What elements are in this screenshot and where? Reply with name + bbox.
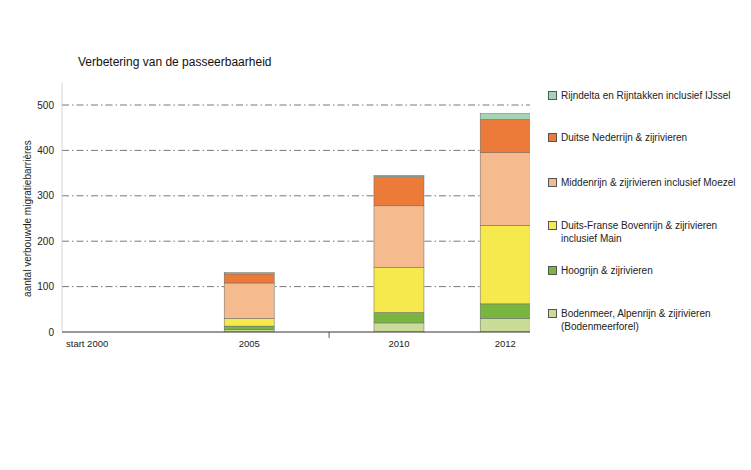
grid-line xyxy=(62,150,530,151)
bar-segment xyxy=(374,312,424,322)
legend-item: Rijndelta en Rijntakken inclusief IJssel xyxy=(548,89,748,102)
legend-item: Duitse Nederrijn & zijrivieren xyxy=(548,131,748,144)
x-tick-label: 2010 xyxy=(388,338,409,349)
y-tick-label: 300 xyxy=(37,190,54,201)
legend-item: Middenrijn & zijrivieren inclusief Moeze… xyxy=(548,176,748,189)
bar-segment xyxy=(374,323,424,332)
bar-segment xyxy=(224,318,274,326)
legend-item: Hoogrijn & zijrivieren xyxy=(548,264,748,277)
x-tick-label: 2012 xyxy=(495,338,516,349)
bar-segment xyxy=(374,268,424,313)
bar-segment xyxy=(480,225,530,304)
bar-segment xyxy=(224,274,274,283)
bar-segment xyxy=(480,304,530,319)
chart-container: Verbetering van de passeerbaarheid aantal… xyxy=(0,0,751,470)
bar-segment xyxy=(374,206,424,268)
bar-segment xyxy=(480,120,530,153)
bar-segment xyxy=(374,175,424,176)
y-tick-label: 200 xyxy=(37,236,54,247)
chart-svg: Verbetering van de passeerbaarheid aantal… xyxy=(0,0,751,470)
legend-label: Hoogrijn & zijrivieren xyxy=(561,264,748,277)
legend-label: Rijndelta en Rijntakken inclusief IJssel xyxy=(561,89,748,102)
x-tick-label: start 2000 xyxy=(66,338,108,349)
legend-swatch xyxy=(548,178,557,187)
legend-swatch xyxy=(548,309,557,318)
legend-swatch xyxy=(548,221,557,230)
bars xyxy=(224,114,530,332)
y-tick-label: 500 xyxy=(37,100,54,111)
y-tick-label: 0 xyxy=(48,327,54,338)
y-tick-label: 100 xyxy=(37,281,54,292)
grid-line xyxy=(62,286,530,287)
y-axis-label: aantal verbouwde migratiebarrières xyxy=(22,140,33,297)
bar-segment xyxy=(480,318,530,332)
bar-segment xyxy=(224,283,274,318)
legend-item: Bodenmeer, Alpenrijn & zijrivieren (Bode… xyxy=(548,307,748,333)
legend-label: Duits-Franse Bovenrijn & zijrivieren inc… xyxy=(561,219,748,245)
legend-swatch xyxy=(548,133,557,142)
title: Verbetering van de passeerbaarheid xyxy=(78,55,271,69)
bar-segment xyxy=(224,326,274,330)
legend-label: Bodenmeer, Alpenrijn & zijrivieren (Bode… xyxy=(561,307,736,333)
x-axis-separator xyxy=(329,332,330,338)
grid-line xyxy=(62,241,530,242)
legend-swatch xyxy=(548,91,557,100)
x-tick-label: 2005 xyxy=(239,338,260,349)
x-axis-line xyxy=(62,332,530,333)
legend-swatch xyxy=(548,266,557,275)
bar-segment xyxy=(480,153,530,226)
y-axis-line xyxy=(62,82,63,332)
y-tick-label: 400 xyxy=(37,145,54,156)
grid-line xyxy=(62,195,530,196)
grid-line xyxy=(62,105,530,106)
bar-segment xyxy=(224,273,274,274)
legend-item: Duits-Franse Bovenrijn & zijrivieren inc… xyxy=(548,219,748,245)
bar-segment xyxy=(374,177,424,206)
legend-label: Duitse Nederrijn & zijrivieren xyxy=(561,131,748,144)
bar-segment xyxy=(480,114,530,120)
legend-label: Middenrijn & zijrivieren inclusief Moeze… xyxy=(561,176,748,189)
